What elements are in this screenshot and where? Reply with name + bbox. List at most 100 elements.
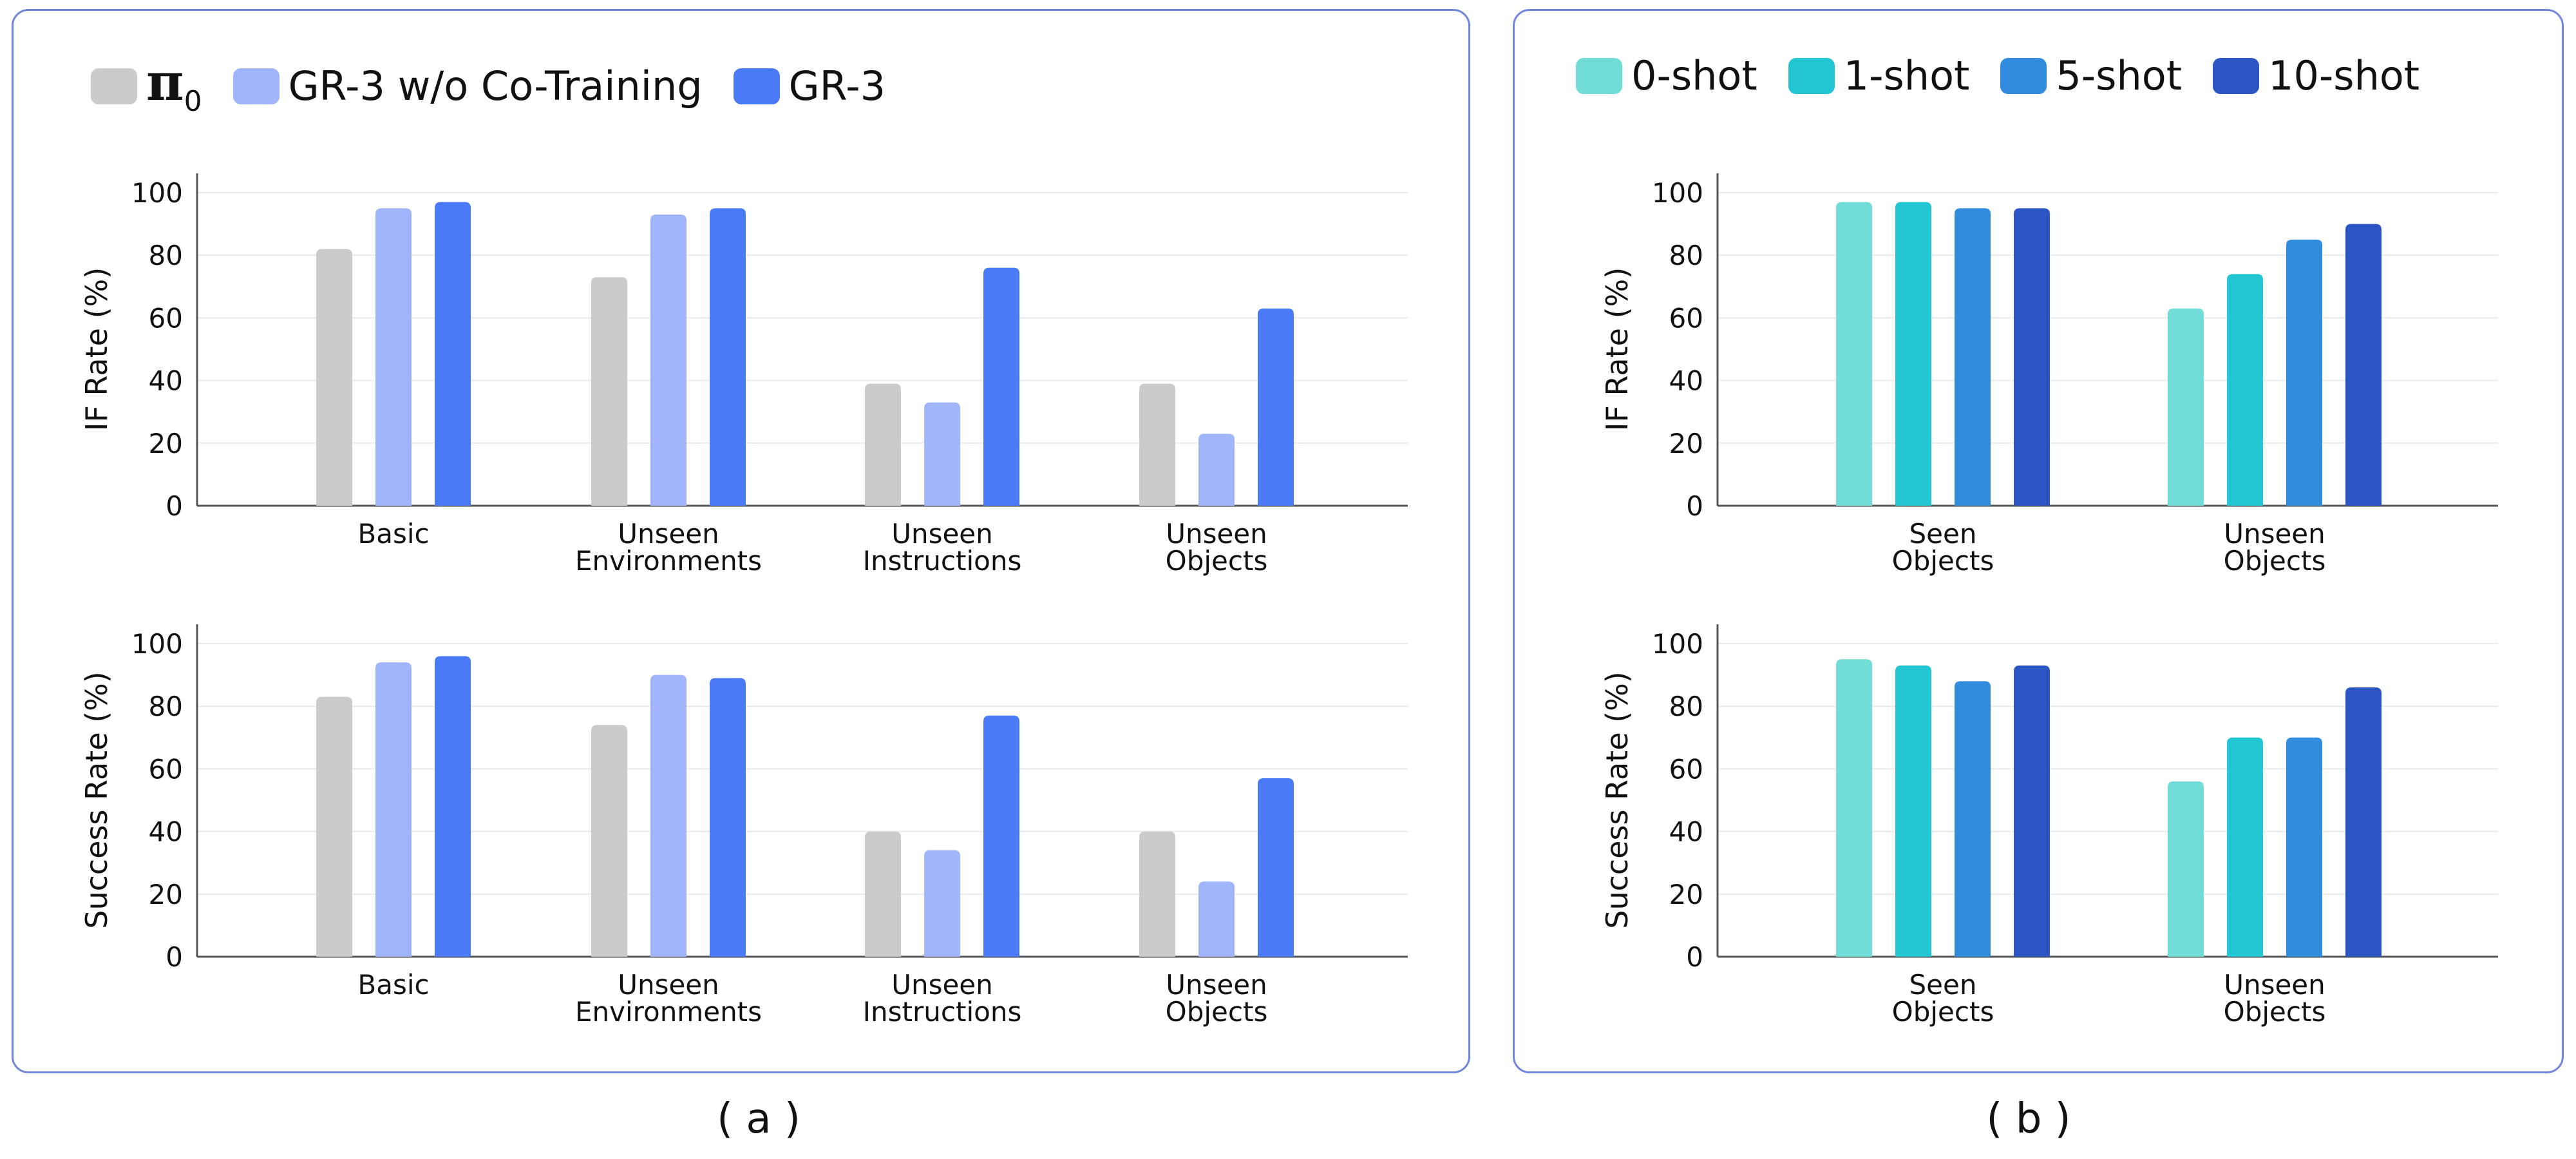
bar <box>591 725 627 957</box>
bar <box>2227 737 2263 957</box>
y-tick-label: 0 <box>1686 941 1703 973</box>
x-tick-label: Unseen Objects <box>1166 969 1268 1028</box>
bar <box>2168 308 2204 506</box>
x-tick-label: Seen Objects <box>1892 969 1994 1028</box>
bar <box>316 696 352 957</box>
bar <box>2286 239 2322 506</box>
y-tick-label: 0 <box>166 490 183 522</box>
bar <box>1139 383 1175 506</box>
y-tick-label: 100 <box>131 177 183 209</box>
legend-label-1-shot: 1-shot <box>1843 52 1970 99</box>
y-tick-label: 40 <box>149 816 183 848</box>
bar <box>375 208 412 506</box>
y-tick-label: 100 <box>1652 628 1703 660</box>
y-axis-label: Success Rate (%) <box>79 671 114 929</box>
bar <box>1198 881 1235 957</box>
legend-b: 0-shot 1-shot 5-shot 10-shot <box>1576 56 2450 96</box>
bar <box>1258 778 1294 957</box>
bar <box>983 267 1019 506</box>
bar <box>1836 659 1872 957</box>
legend-label-gr3: GR-3 <box>788 62 886 110</box>
legend-swatch-1-shot <box>1788 58 1835 94</box>
bar <box>2014 208 2050 506</box>
bar <box>316 249 352 506</box>
x-tick-label: Unseen Environments <box>575 518 762 577</box>
bar <box>865 831 901 957</box>
y-tick-label: 100 <box>1652 177 1703 209</box>
y-tick-label: 20 <box>1669 879 1703 910</box>
y-tick-label: 80 <box>149 240 183 271</box>
legend-label-pi0: π0 <box>146 52 202 118</box>
legend-swatch-0-shot <box>1576 58 1622 94</box>
y-tick-label: 60 <box>1669 302 1703 334</box>
bar <box>375 662 412 957</box>
y-tick-label: 60 <box>1669 753 1703 785</box>
bar <box>435 202 471 506</box>
chart-a-if-rate: 0 20 40 60 80 100 IF Rate (%) Basic Unseen Enviro… <box>79 173 1408 577</box>
bar <box>983 715 1019 957</box>
y-tick-label: 100 <box>131 628 183 660</box>
x-tick-label: Unseen Environments <box>575 969 762 1028</box>
panel-a: π0 GR-3 w/o Co-Training GR-3 0 20 40 60 80 10… <box>12 9 1470 1073</box>
y-axis-label: Success Rate (%) <box>1600 671 1634 929</box>
bar <box>2286 737 2322 957</box>
legend-swatch-pi0 <box>91 68 137 104</box>
legend-swatch-10-shot <box>2213 58 2260 94</box>
bar <box>1836 202 1872 506</box>
y-tick-label: 20 <box>149 879 183 910</box>
bar <box>1895 202 1931 506</box>
y-tick-label: 0 <box>1686 490 1703 522</box>
bar <box>2345 687 2382 957</box>
chart-a-success-rate: 0 20 40 60 80 100 Success Rate (%) Basic Unseen E… <box>79 624 1408 1028</box>
bar <box>1955 681 1991 957</box>
bar <box>591 277 627 506</box>
bar <box>1895 666 1931 957</box>
legend-swatch-gr3-wo-cotraining <box>232 68 279 104</box>
legend-label-0-shot: 0-shot <box>1631 52 1757 99</box>
x-tick-label: Unseen Objects <box>1166 518 1268 577</box>
y-tick-label: 60 <box>149 753 183 785</box>
legend-a: π0 GR-3 w/o Co-Training GR-3 <box>91 56 916 116</box>
caption-a: ( a ) <box>717 1095 800 1143</box>
y-tick-label: 40 <box>1669 365 1703 397</box>
bar <box>650 675 687 957</box>
y-tick-label: 80 <box>1669 691 1703 722</box>
bar <box>924 850 960 957</box>
y-tick-label: 60 <box>149 302 183 334</box>
bar <box>865 383 901 506</box>
legend-label-10-shot: 10-shot <box>2268 52 2420 99</box>
legend-item-pi0: π0 <box>91 56 202 116</box>
y-tick-label: 80 <box>149 691 183 722</box>
legend-item-5-shot: 5-shot <box>2000 56 2182 96</box>
legend-swatch-gr3 <box>733 68 780 104</box>
bar <box>2227 274 2263 506</box>
bar <box>710 208 746 506</box>
bar <box>650 215 687 506</box>
panel-b: 0-shot 1-shot 5-shot 10-shot 0 20 40 60 80 10… <box>1513 9 2564 1073</box>
bar <box>924 402 960 506</box>
chart-b-success-rate: 0 20 40 60 80 100 Success Rate (%) Seen Objects U… <box>1600 624 2498 1028</box>
x-tick-label: Basic <box>357 969 429 1001</box>
x-tick-label: Seen Objects <box>1892 518 1994 577</box>
legend-item-10-shot: 10-shot <box>2213 56 2420 96</box>
legend-item-gr3: GR-3 <box>733 62 886 110</box>
chart-b-if-rate: 0 20 40 60 80 100 IF Rate (%) Seen Objects Unseen… <box>1600 173 2498 577</box>
x-tick-label: Unseen Objects <box>2224 969 2326 1028</box>
x-tick-label: Unseen Objects <box>2224 518 2326 577</box>
bar <box>1139 831 1175 957</box>
legend-swatch-5-shot <box>2000 58 2047 94</box>
y-tick-label: 80 <box>1669 240 1703 271</box>
y-tick-label: 20 <box>1669 428 1703 459</box>
y-tick-label: 40 <box>149 365 183 397</box>
legend-label-gr3-wo-cotraining: GR-3 w/o Co-Training <box>288 62 703 110</box>
bar <box>2345 224 2382 506</box>
y-tick-label: 0 <box>166 941 183 973</box>
bar <box>1258 308 1294 506</box>
x-tick-label: Unseen Instructions <box>863 518 1022 577</box>
legend-item-0-shot: 0-shot <box>1576 56 1757 96</box>
bar <box>2014 666 2050 957</box>
bar <box>1955 208 1991 506</box>
bar <box>2168 781 2204 957</box>
legend-item-1-shot: 1-shot <box>1788 52 1970 99</box>
y-axis-label: IF Rate (%) <box>79 267 114 431</box>
